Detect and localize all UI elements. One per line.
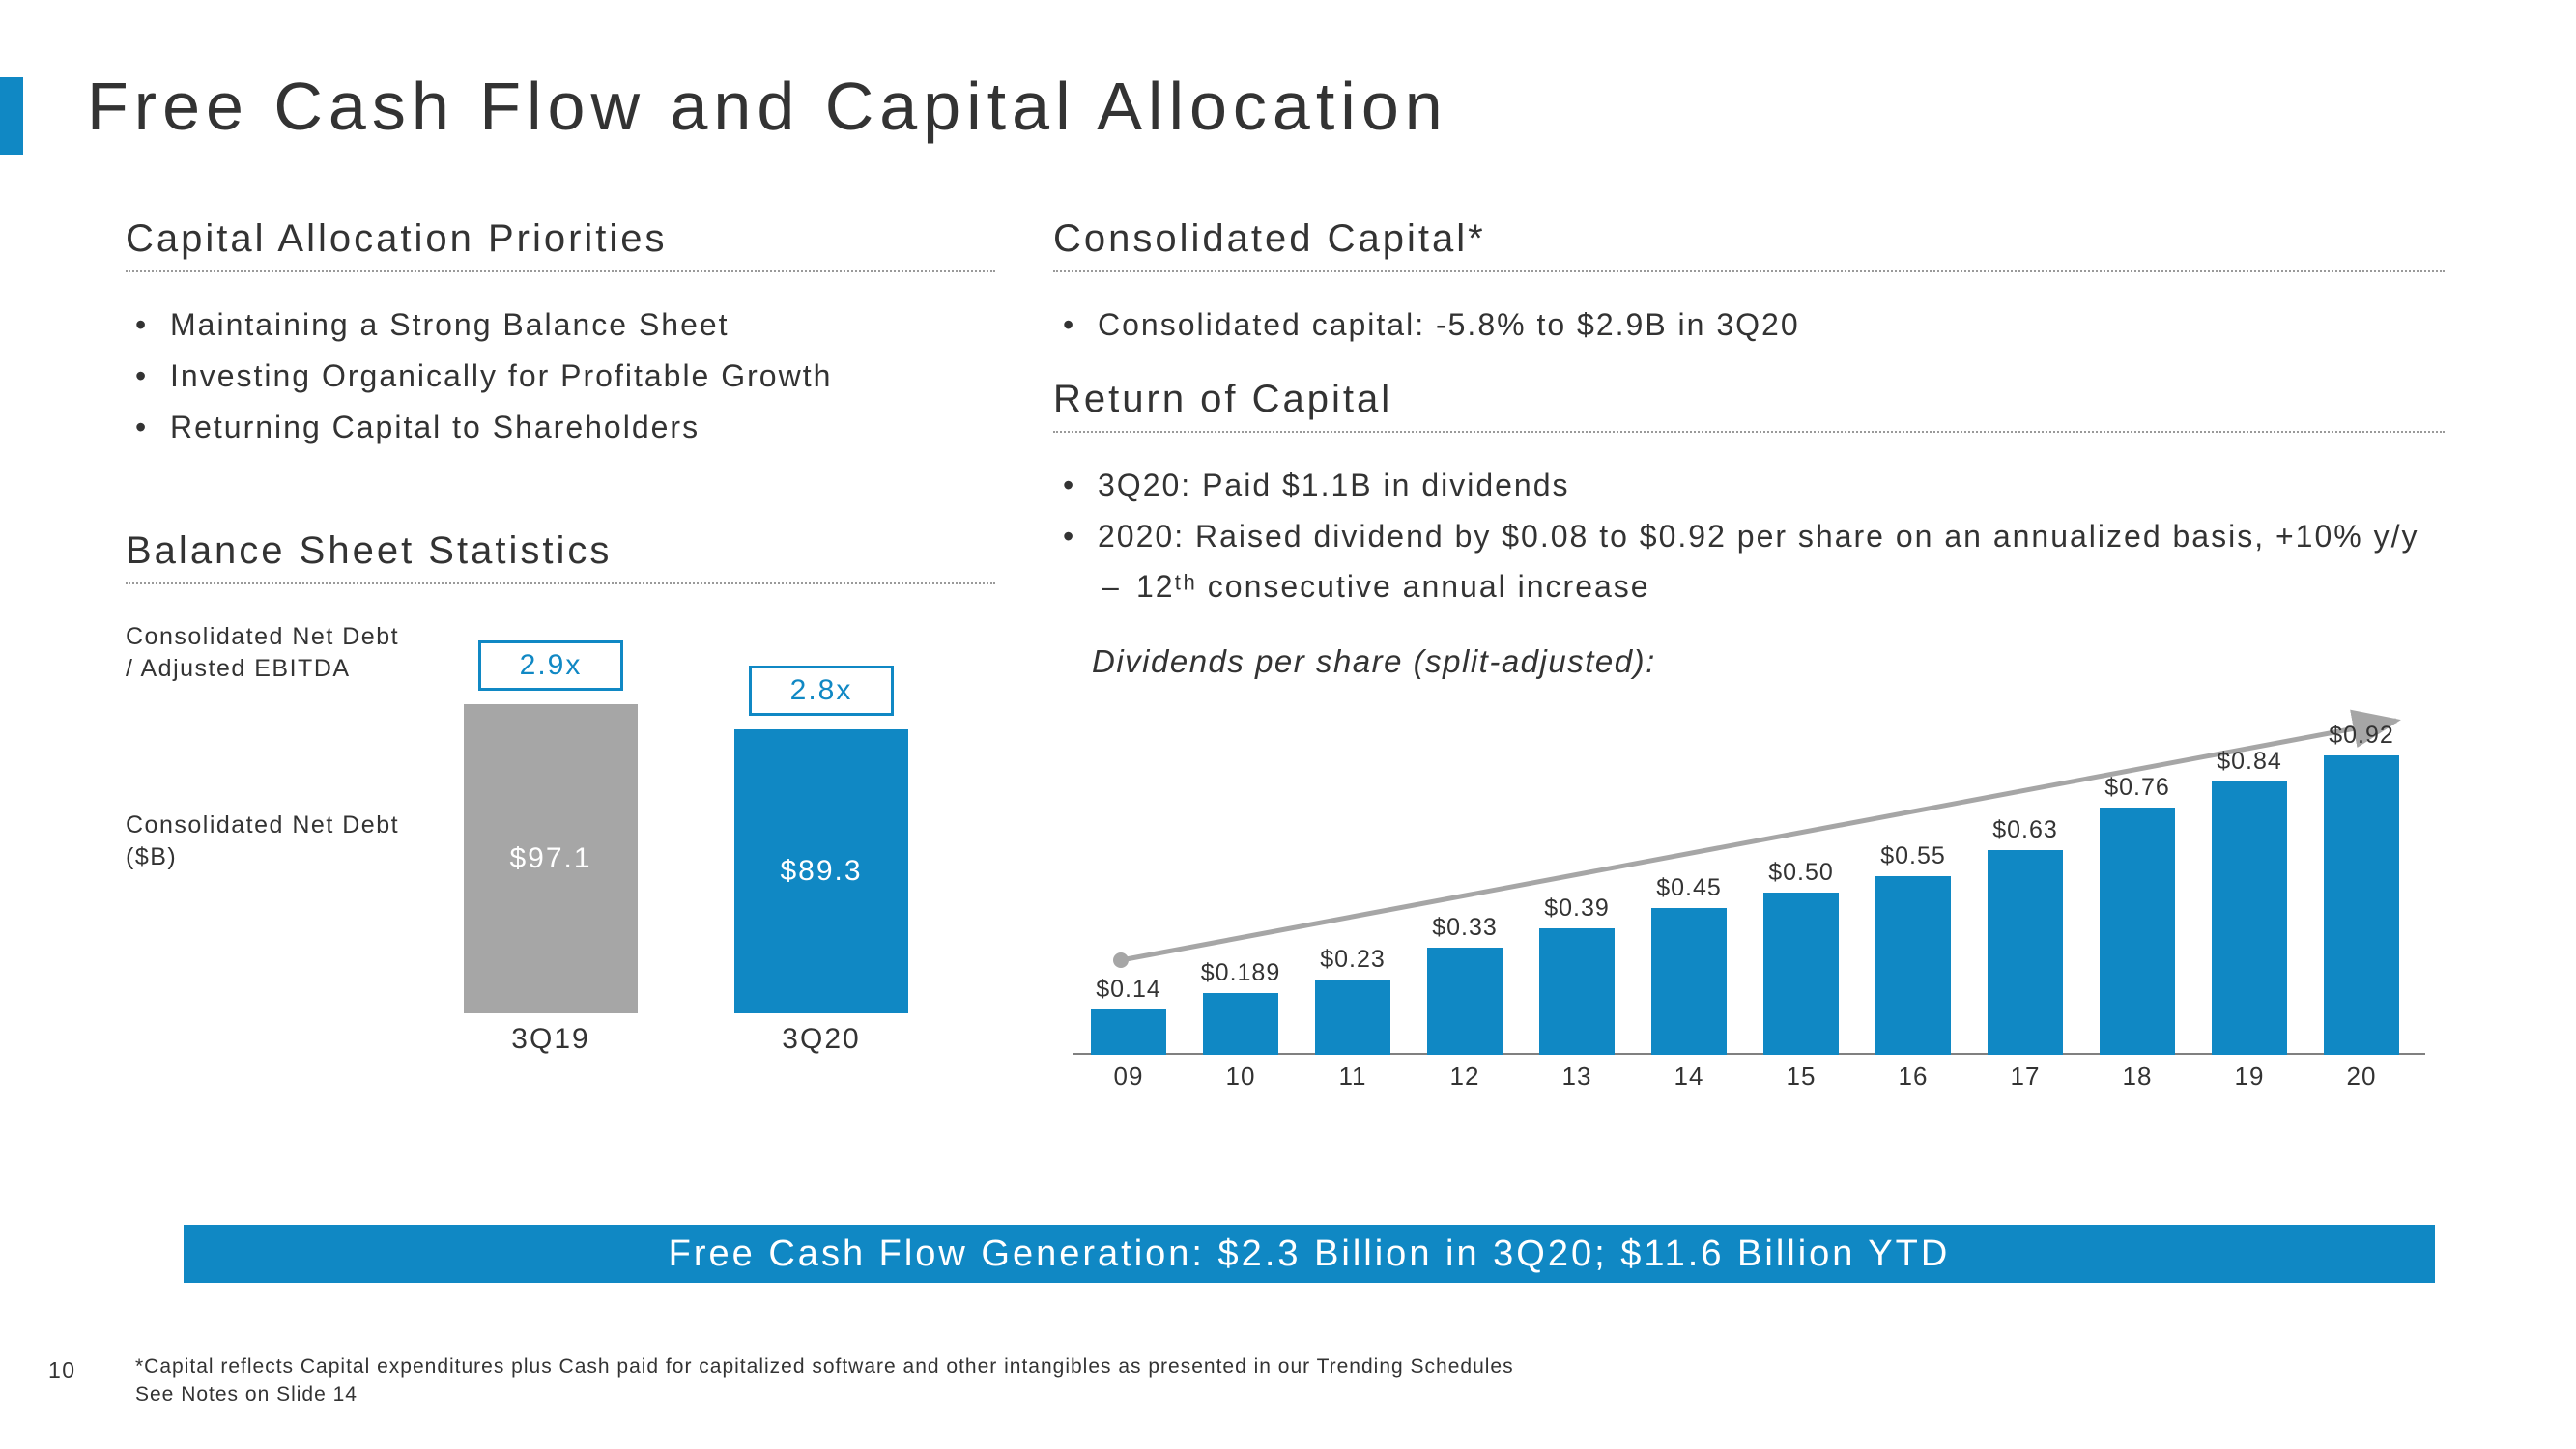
list-item: Returning Capital to Shareholders — [135, 402, 995, 453]
page-title: Free Cash Flow and Capital Allocation — [87, 68, 1448, 145]
bar-value-label: $97.1 — [509, 842, 591, 875]
x-axis-label: 20 — [2305, 1062, 2418, 1092]
dividends-bar: $0.39 — [1521, 895, 1633, 1055]
list-item: Maintaining a Strong Balance Sheet — [135, 299, 995, 351]
list-item: 2020: Raised dividend by $0.08 to $0.92 … — [1063, 511, 2445, 562]
bar-value-label: $0.76 — [2081, 774, 2193, 802]
balance-sheet-bar: 2.9x $97.1 — [454, 640, 647, 1013]
x-axis-label: 12 — [1409, 1062, 1521, 1092]
dividends-bar: $0.189 — [1185, 959, 1297, 1055]
bar-value-label: $0.23 — [1297, 946, 1409, 974]
bar — [1875, 876, 1951, 1055]
left-column: Capital Allocation Priorities Maintainin… — [126, 217, 995, 1085]
label-debt-ebitda: Consolidated Net Debt / Adjusted EBITDA — [126, 621, 406, 684]
bar — [2324, 755, 2399, 1055]
footnote-2: See Notes on Slide 14 — [135, 1380, 1514, 1408]
fcf-banner: Free Cash Flow Generation: $2.3 Billion … — [184, 1225, 2435, 1283]
bar — [1203, 993, 1278, 1055]
dividends-bar: $0.92 — [2305, 722, 2418, 1055]
dividends-chart-title: Dividends per share (split-adjusted): — [1092, 643, 2445, 680]
bar-value-label: $0.14 — [1073, 976, 1185, 1004]
bar-value-label: $0.92 — [2305, 722, 2418, 750]
divider — [126, 270, 995, 272]
bar — [1427, 948, 1503, 1055]
bar — [1988, 850, 2063, 1055]
x-axis-label: 15 — [1745, 1062, 1857, 1092]
dividends-bar: $0.45 — [1633, 874, 1745, 1055]
bar-value-label: $0.45 — [1633, 874, 1745, 902]
bar-value-label: $0.33 — [1409, 914, 1521, 942]
x-axis-label: 16 — [1857, 1062, 1969, 1092]
bar: $89.3 — [734, 729, 908, 1013]
bar-value-label: $0.84 — [2193, 748, 2305, 776]
dividends-bar: $0.23 — [1297, 946, 1409, 1055]
bar-value-label: $0.39 — [1521, 895, 1633, 923]
consolidated-capital-list: Consolidated capital: -5.8% to $2.9B in … — [1053, 299, 2445, 351]
balance-sheet-bar: 2.8x $89.3 — [725, 666, 918, 1013]
bar-value-label: $0.55 — [1857, 842, 1969, 870]
x-axis-label: 17 — [1969, 1062, 2081, 1092]
label-net-debt: Consolidated Net Debt ($B) — [126, 810, 406, 872]
x-axis-label: 3Q19 — [454, 1023, 647, 1056]
ratio-box: 2.9x — [478, 640, 623, 691]
x-axis-label: 3Q20 — [725, 1023, 918, 1056]
bar-value-label: $0.189 — [1185, 959, 1297, 987]
dividends-bar: $0.14 — [1073, 976, 1185, 1055]
balance-sheet-title: Balance Sheet Statistics — [126, 529, 995, 573]
bar — [1539, 928, 1615, 1055]
dividends-bar: $0.76 — [2081, 774, 2193, 1055]
priorities-list: Maintaining a Strong Balance SheetInvest… — [126, 299, 995, 452]
bar: $97.1 — [464, 704, 638, 1013]
dividends-bar: $0.50 — [1745, 859, 1857, 1055]
x-axis-label: 14 — [1633, 1062, 1745, 1092]
bar — [2212, 781, 2287, 1055]
list-item: 3Q20: Paid $1.1B in dividends — [1063, 460, 2445, 511]
list-item: Investing Organically for Profitable Gro… — [135, 351, 995, 402]
list-item: Consolidated capital: -5.8% to $2.9B in … — [1063, 299, 2445, 351]
balance-sheet-chart: Consolidated Net Debt / Adjusted EBITDA … — [126, 611, 995, 1085]
footnote-1: *Capital reflects Capital expenditures p… — [135, 1352, 1514, 1380]
x-axis-label: 19 — [2193, 1062, 2305, 1092]
dividends-bar: $0.63 — [1969, 816, 2081, 1055]
bar — [1651, 908, 1727, 1055]
consolidated-capital-title: Consolidated Capital* — [1053, 217, 2445, 261]
bar — [1091, 1009, 1166, 1055]
dividends-bar: $0.55 — [1857, 842, 1969, 1055]
right-column: Consolidated Capital* Consolidated capit… — [1053, 217, 2445, 1095]
priorities-title: Capital Allocation Priorities — [126, 217, 995, 261]
dividends-bar: $0.33 — [1409, 914, 1521, 1055]
return-capital-title: Return of Capital — [1053, 378, 2445, 421]
divider — [126, 582, 995, 584]
bar-value-label: $0.50 — [1745, 859, 1857, 887]
x-axis-label: 10 — [1185, 1062, 1297, 1092]
ratio-box: 2.8x — [749, 666, 894, 716]
x-axis-label: 18 — [2081, 1062, 2193, 1092]
x-axis-label: 09 — [1073, 1062, 1185, 1092]
dividends-bar: $0.84 — [2193, 748, 2305, 1055]
bar — [1315, 980, 1390, 1055]
return-capital-list: 3Q20: Paid $1.1B in dividends2020: Raise… — [1053, 460, 2445, 612]
list-sub-item: 12ᵗʰ consecutive annual increase — [1102, 561, 2445, 612]
x-axis-label: 11 — [1297, 1062, 1409, 1092]
bar-value-label: $0.63 — [1969, 816, 2081, 844]
bar — [1763, 893, 1839, 1055]
dividends-chart: $0.14 09 $0.189 10 $0.23 11 $0.33 12 $0.39 13 $0.4… — [1073, 690, 2425, 1095]
x-axis-label: 13 — [1521, 1062, 1633, 1092]
divider — [1053, 270, 2445, 272]
bar-value-label: $89.3 — [780, 855, 862, 888]
bar — [2100, 808, 2175, 1055]
divider — [1053, 431, 2445, 433]
accent-bar — [0, 77, 23, 155]
footnotes: *Capital reflects Capital expenditures p… — [135, 1352, 1514, 1409]
page-number: 10 — [48, 1357, 76, 1383]
